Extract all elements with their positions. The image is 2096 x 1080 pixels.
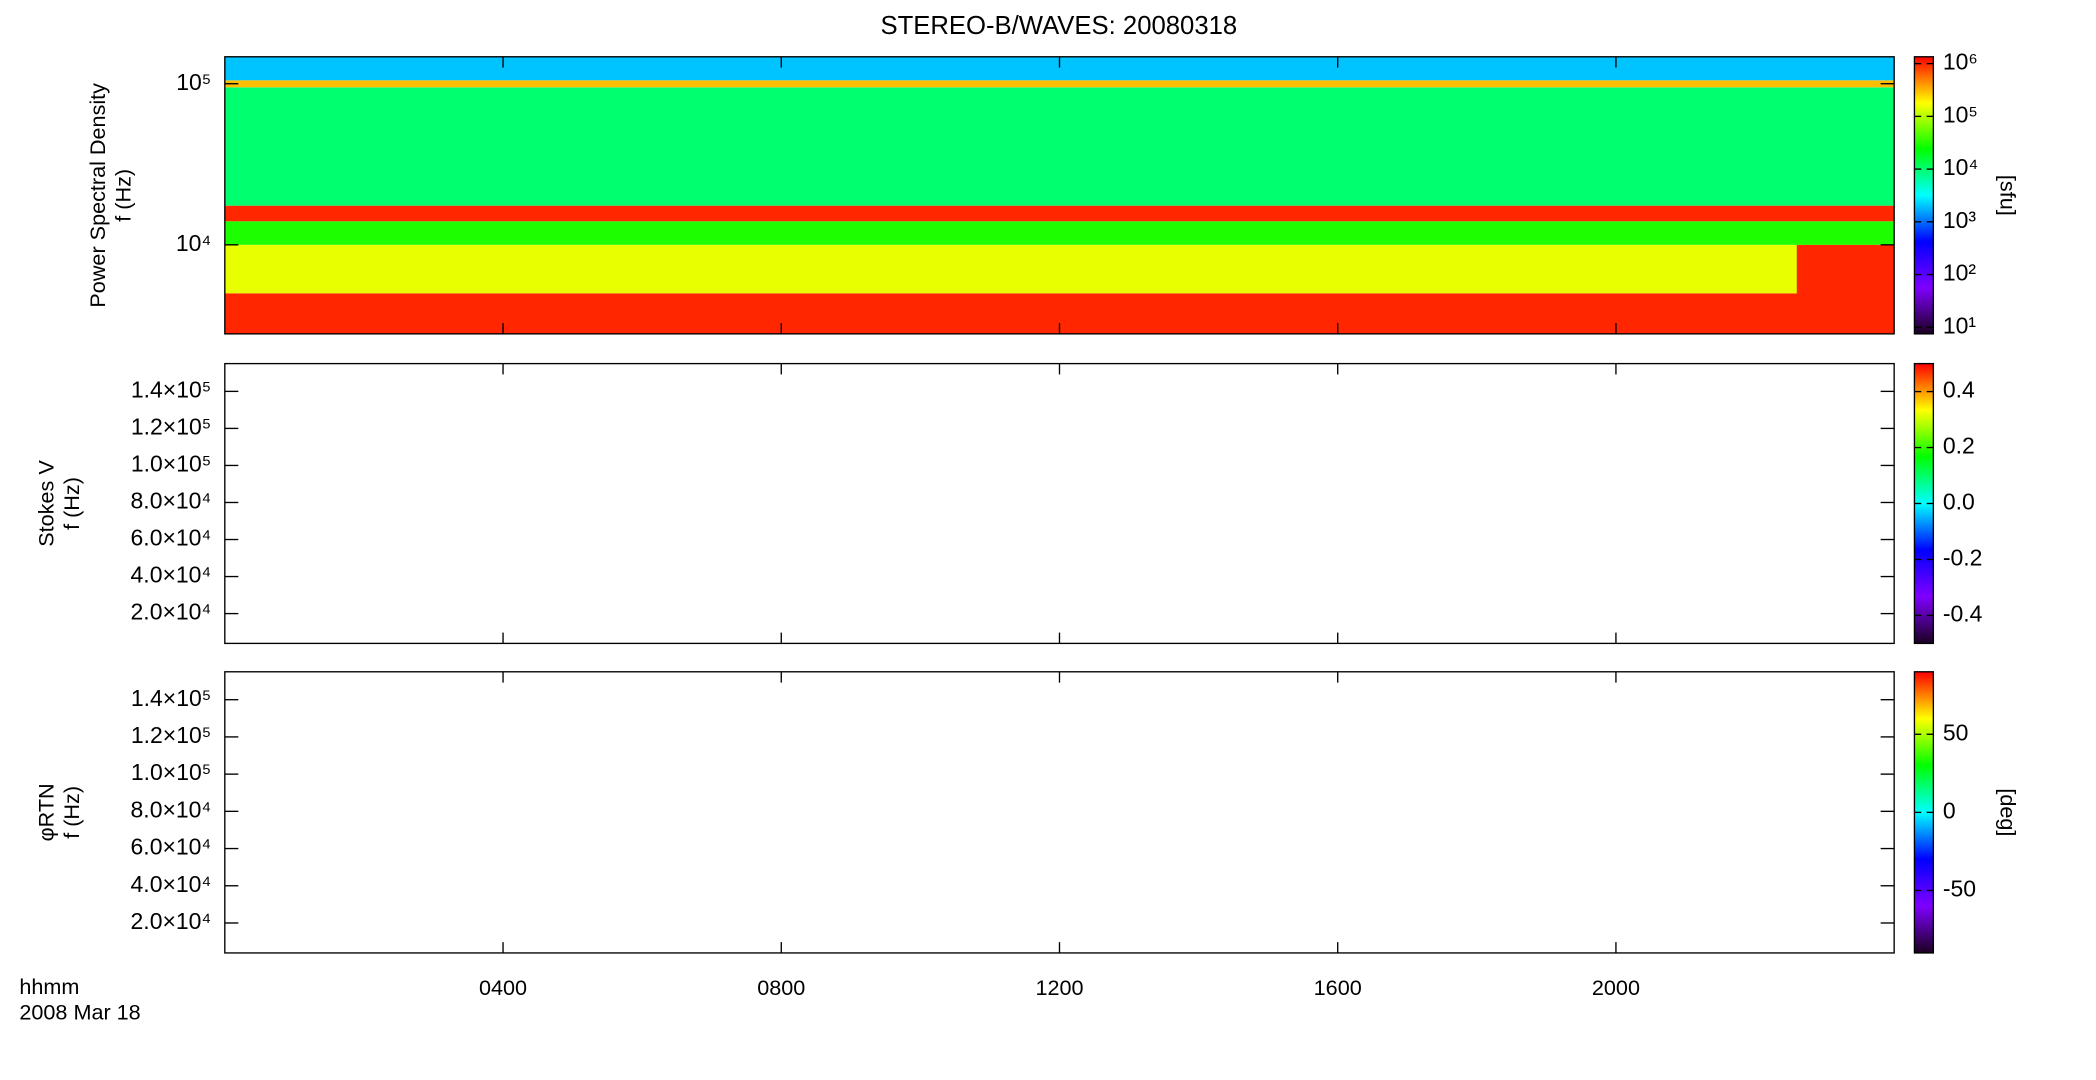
- y-tick-label: 1.0×10⁵: [131, 451, 211, 477]
- spectrogram-cell: [224, 221, 1895, 245]
- plot-frame: [224, 362, 1895, 645]
- y-tick-label: 10⁵: [176, 69, 211, 95]
- y-axis-label: f (Hz): [111, 169, 136, 222]
- colorbar-tick-label: 10³: [1943, 207, 1977, 233]
- y-tick-label: 6.0×10⁴: [131, 834, 212, 860]
- colorbar-tick-label: -0.4: [1943, 600, 1983, 626]
- colorbar-tick-label: 0.2: [1943, 433, 1975, 459]
- x-tick-label: 0800: [757, 975, 805, 1000]
- colorbar-tick-label: 10²: [1943, 260, 1977, 286]
- colorbar-tick-label: 0.4: [1943, 377, 1975, 403]
- y-tick-label: 10⁴: [176, 230, 211, 256]
- y-tick-label: 6.0×10⁴: [131, 525, 212, 551]
- y-axis-label: φRTN: [33, 783, 58, 841]
- y-tick-label: 1.0×10⁵: [131, 759, 211, 785]
- y-tick-label: 8.0×10⁴: [131, 796, 212, 822]
- colorbar-tick-label: -0.2: [1943, 545, 1983, 571]
- x-tick-label: 2000: [1592, 975, 1640, 1000]
- spectrogram-cell: [224, 244, 1895, 294]
- y-axis-label: f (Hz): [59, 786, 84, 839]
- x-tick-label: 0400: [479, 975, 527, 1000]
- spectrogram-cell: [1796, 244, 1895, 334]
- spectrogram-cell: [224, 56, 1895, 81]
- y-tick-label: 8.0×10⁴: [131, 488, 212, 514]
- y-tick-label: 1.4×10⁵: [131, 685, 211, 711]
- x-axis-label: 2008 Mar 18: [19, 999, 140, 1024]
- colorbar-tick-label: -50: [1943, 876, 1976, 902]
- y-tick-label: 1.4×10⁵: [131, 376, 211, 402]
- colorbar-tick-label: 0.0: [1943, 489, 1975, 515]
- colorbar-tick-label: 0: [1943, 797, 1956, 823]
- y-tick-label: 4.0×10⁴: [131, 871, 212, 897]
- colorbar-tick-label: 10¹: [1943, 312, 1977, 338]
- spectrogram-cell: [224, 80, 1895, 88]
- y-tick-label: 4.0×10⁴: [131, 562, 212, 588]
- chart-title: STEREO-B/WAVES: 20080318: [880, 12, 1237, 40]
- y-tick-label: 1.2×10⁵: [131, 722, 211, 748]
- y-axis-label: Power Spectral Density: [85, 83, 110, 308]
- spectrogram-cell: [224, 205, 1895, 222]
- colorbar-tick-label: 10⁵: [1943, 101, 1978, 127]
- x-axis-label: hhmm: [19, 974, 79, 999]
- colorbar-label: [sfu]: [1996, 175, 2021, 216]
- colorbar-label: [deg]: [1996, 788, 2021, 836]
- y-tick-label: 2.0×10⁴: [131, 908, 212, 934]
- plot-frame: [224, 671, 1895, 954]
- y-tick-label: 2.0×10⁴: [131, 599, 212, 625]
- colorbar-tick-label: 10⁶: [1943, 49, 1978, 75]
- x-tick-label: 1600: [1314, 975, 1362, 1000]
- y-axis-label: Stokes V: [33, 460, 58, 547]
- colorbar-tick-label: 10⁴: [1943, 154, 1978, 180]
- spectrogram-cell: [224, 87, 1895, 206]
- y-tick-label: 1.2×10⁵: [131, 413, 211, 439]
- x-tick-label: 1200: [1035, 975, 1083, 1000]
- colorbar: [1913, 56, 1935, 335]
- colorbar-tick-label: 50: [1943, 719, 1969, 745]
- y-axis-label: f (Hz): [59, 477, 84, 530]
